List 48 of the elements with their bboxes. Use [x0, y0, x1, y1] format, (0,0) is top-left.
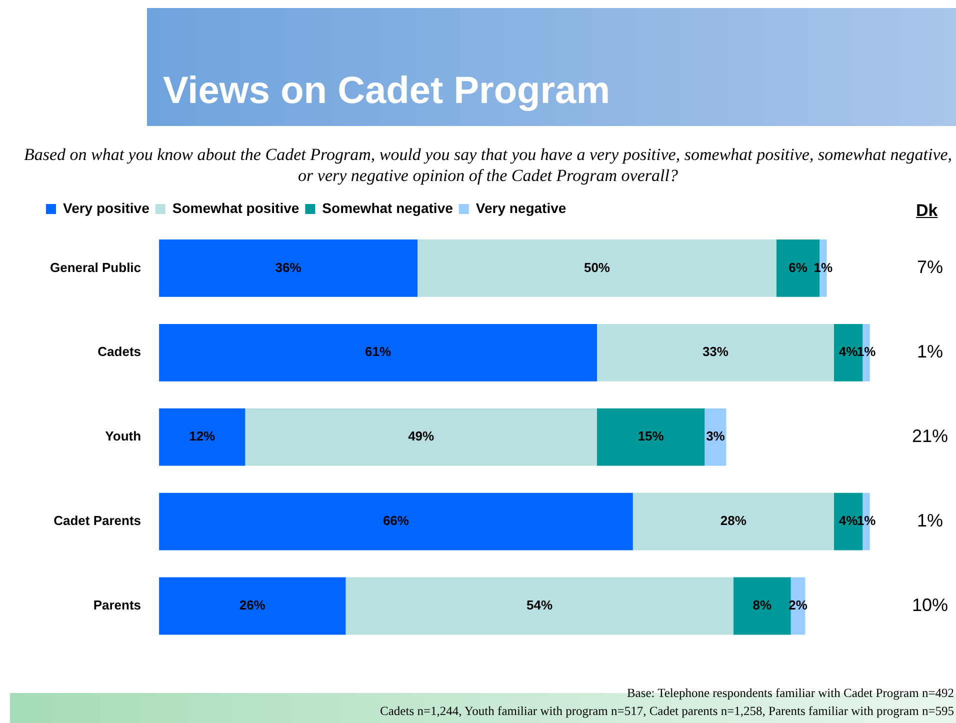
y-tick-label: Youth [105, 428, 142, 444]
data-label: 61% [364, 344, 392, 360]
bar [418, 240, 776, 297]
data-label: 66% [382, 513, 410, 528]
text: Base: Telephone respondents familiar with Cadet Program n=492 [626, 686, 954, 701]
bar [245, 408, 597, 466]
data-label: 3% [706, 428, 726, 444]
bar [704, 408, 726, 466]
data-label: 4% [838, 513, 858, 528]
text: Cadets n=1,244, Youth familiar with program n=517, Cadet parents n=1,258, Parents familiar with program n=595 [380, 704, 954, 719]
chart-title: Views on Cadet Program [163, 70, 610, 113]
bar [159, 492, 633, 550]
legend-label: Somewhat negative [322, 200, 454, 216]
data-label: 28% [720, 513, 747, 528]
text: 7% [916, 257, 944, 278]
y-tick-label: General Public [50, 260, 142, 275]
bar [596, 408, 705, 466]
bar [733, 577, 791, 635]
legend-label: Very positive [63, 200, 150, 216]
bar [159, 324, 597, 382]
data-label: 12% [189, 428, 216, 444]
text: 10% [912, 594, 948, 615]
bar [159, 577, 346, 635]
data-label: 8% [752, 598, 772, 613]
text: 1% [916, 342, 944, 362]
bar [159, 408, 246, 466]
data-label: 6% [788, 260, 808, 275]
data-label: 15% [638, 428, 664, 444]
text: 21% [912, 426, 948, 446]
text: Dk [916, 201, 938, 221]
legend-label: Very negative [476, 200, 566, 216]
bar [596, 324, 834, 382]
y-tick-label: Parents [93, 598, 142, 613]
data-label: 36% [275, 260, 302, 275]
chart-subtitle: Based on what you know about the Cadet Program, would you say that you have a very positive, somewhat positive, somewhat negative, or very negative opinion of the Cadet Program overall? [22, 144, 954, 186]
data-label: 26% [239, 598, 266, 613]
data-label: 33% [702, 344, 729, 360]
bar [346, 577, 734, 635]
data-label: 49% [408, 428, 435, 444]
legend-label: Somewhat positive [172, 200, 300, 216]
text: 1% [916, 510, 944, 531]
y-tick-label: Cadet Parents [54, 513, 142, 528]
data-label: 54% [526, 598, 553, 613]
bar [632, 492, 834, 550]
y-tick-label: Cadets [98, 344, 142, 360]
data-label: 50% [584, 260, 610, 275]
bar [159, 240, 418, 297]
data-label: 4% [838, 344, 858, 360]
